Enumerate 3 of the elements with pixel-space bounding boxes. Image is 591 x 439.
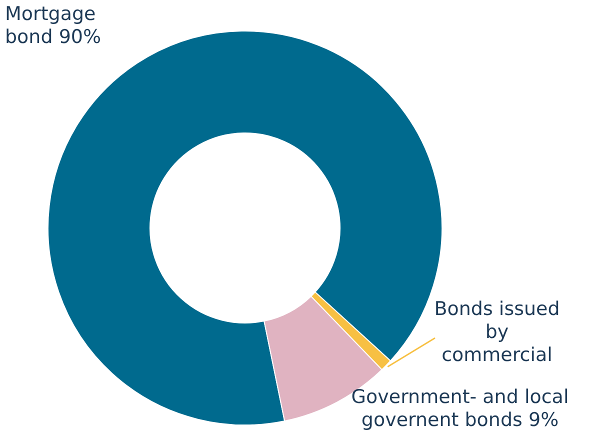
slice-label: Mortgage bond 90%	[5, 3, 102, 48]
slice-label: Bonds issued by commercial	[434, 298, 560, 366]
slice-label: Government- and local governent bonds 9%	[351, 386, 569, 431]
